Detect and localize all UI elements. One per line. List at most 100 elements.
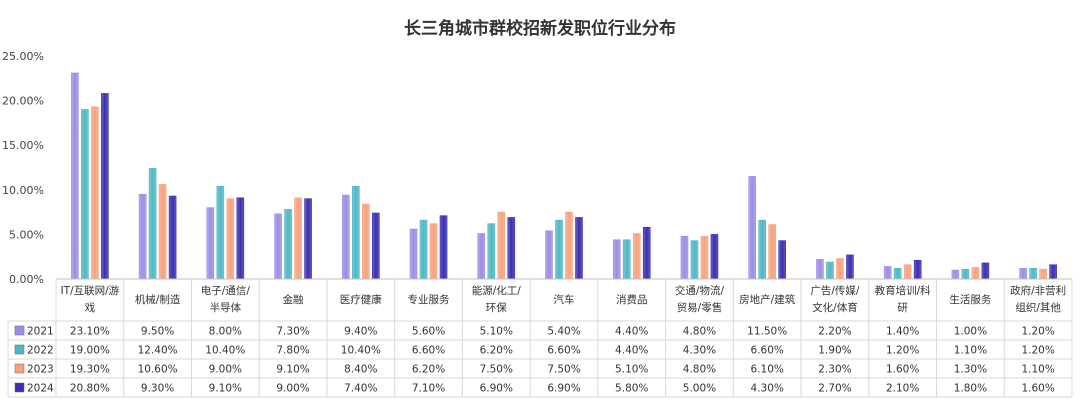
- category-label: 文化/体育: [812, 301, 858, 314]
- bar-2024-13: [981, 262, 990, 280]
- bar-2021-4: [341, 194, 350, 280]
- table-cell: 2.10%: [886, 383, 919, 395]
- bar-2023-10: [768, 224, 777, 280]
- legend-label-2024: 2024: [27, 383, 54, 395]
- bar-2021-9: [680, 235, 689, 280]
- y-tick-label: 15.00%: [2, 139, 44, 152]
- bar-2023-1: [158, 184, 167, 280]
- bar-2024-8: [642, 226, 651, 280]
- category-label: IT/互联网/游: [61, 284, 120, 297]
- bar-2023-8: [632, 233, 641, 280]
- y-tick-label: 20.00%: [2, 95, 44, 108]
- bar-2023-14: [1039, 268, 1047, 280]
- bar-2022-13: [961, 268, 970, 280]
- category-label: 交通/物流/: [675, 284, 725, 297]
- legend-swatch-2023: [14, 363, 25, 374]
- y-tick-label: 0.00%: [9, 273, 44, 286]
- bar-2021-6: [477, 233, 486, 280]
- bar-2023-5: [429, 223, 438, 280]
- bar-2021-14: [1019, 267, 1027, 280]
- bar-2021-12: [883, 266, 892, 280]
- bar-2024-5: [439, 215, 448, 280]
- bar-2024-4: [371, 212, 380, 280]
- bar-2021-3: [274, 213, 282, 280]
- table-cell: 5.80%: [615, 383, 648, 395]
- bars-group: [71, 72, 1057, 280]
- category-label: 金融: [283, 293, 304, 306]
- table-cell: 4.40%: [615, 345, 648, 357]
- table-cell: 7.50%: [547, 364, 580, 376]
- table-cell: 8.40%: [344, 364, 377, 376]
- table-cell: 23.10%: [70, 326, 110, 338]
- bar-2024-12: [913, 259, 922, 280]
- table-cell: 7.40%: [344, 383, 377, 395]
- bar-2021-7: [545, 230, 553, 280]
- table-cell: 4.30%: [683, 345, 716, 357]
- table-cell: 7.30%: [276, 326, 309, 338]
- bar-2022-7: [555, 219, 563, 280]
- legend-swatch-2024: [14, 382, 25, 393]
- table-cell: 2.30%: [818, 364, 851, 376]
- category-label: 生活服务: [949, 293, 991, 306]
- category-label: 广告/传媒/: [810, 284, 860, 297]
- bar-2021-11: [816, 259, 824, 280]
- table-cell: 5.60%: [412, 326, 445, 338]
- table-cell: 1.20%: [886, 345, 919, 357]
- bar-2022-11: [826, 261, 834, 280]
- table-cell: 12.40%: [138, 345, 178, 357]
- table-cell: 8.00%: [209, 326, 242, 338]
- table-cell: 19.00%: [70, 345, 110, 357]
- table-cell: 4.30%: [751, 383, 784, 395]
- category-label: 政府/非营利: [1010, 284, 1066, 297]
- table-cell: 1.10%: [1021, 364, 1054, 376]
- table-cell: 9.00%: [276, 383, 309, 395]
- bar-2024-10: [778, 240, 787, 280]
- table-cell: 1.30%: [954, 364, 987, 376]
- table-cell: 4.80%: [683, 326, 716, 338]
- bar-2021-5: [409, 228, 418, 280]
- bar-2022-8: [622, 239, 631, 280]
- table-cell: 10.60%: [138, 364, 178, 376]
- bar-2022-4: [351, 185, 360, 280]
- table-cell: 9.40%: [344, 326, 377, 338]
- category-label: 教育培训/科: [875, 284, 932, 297]
- legend-swatch-2021: [14, 325, 25, 336]
- bar-2021-10: [748, 176, 757, 280]
- category-label: 贸易/零售: [677, 301, 723, 314]
- legend-label-2021: 2021: [27, 326, 54, 338]
- table-cell: 10.40%: [341, 345, 381, 357]
- bar-2023-9: [700, 235, 709, 280]
- category-label: 电子/通信/: [201, 284, 251, 297]
- category-label: 研: [897, 302, 908, 314]
- y-tick-label: 25.00%: [2, 50, 44, 63]
- bar-2023-12: [903, 264, 912, 280]
- bar-2024-0: [101, 93, 109, 280]
- table-cell: 1.90%: [818, 345, 851, 357]
- legend-label-2022: 2022: [27, 345, 54, 357]
- table-cell: 6.60%: [547, 345, 580, 357]
- table-cell: 11.50%: [747, 326, 787, 338]
- bar-2022-9: [690, 240, 699, 280]
- table-cell: 6.20%: [480, 345, 513, 357]
- bar-2021-0: [71, 72, 79, 280]
- bar-2022-10: [758, 219, 767, 280]
- bar-2024-3: [304, 198, 312, 280]
- bar-2021-13: [951, 269, 960, 280]
- bar-2024-9: [710, 234, 719, 280]
- table-cell: 1.60%: [886, 364, 919, 376]
- table-cell: 4.80%: [683, 364, 716, 376]
- table-cell: 7.10%: [412, 383, 445, 395]
- bar-2023-4: [361, 203, 370, 280]
- bar-2023-2: [226, 198, 235, 280]
- bar-2023-6: [497, 211, 506, 280]
- table-cell: 7.80%: [276, 345, 309, 357]
- category-label: 能源/化工/: [472, 284, 522, 297]
- table-cell: 1.60%: [1021, 383, 1054, 395]
- category-label: 房地产/建筑: [739, 293, 796, 306]
- category-label: 消费品: [616, 293, 648, 306]
- table-cell: 10.40%: [205, 345, 245, 357]
- chart-title: 长三角城市群校招新发职位行业分布: [404, 18, 676, 39]
- table-cell: 5.10%: [615, 364, 648, 376]
- table-cell: 9.00%: [209, 364, 242, 376]
- table-cell: 6.90%: [547, 383, 580, 395]
